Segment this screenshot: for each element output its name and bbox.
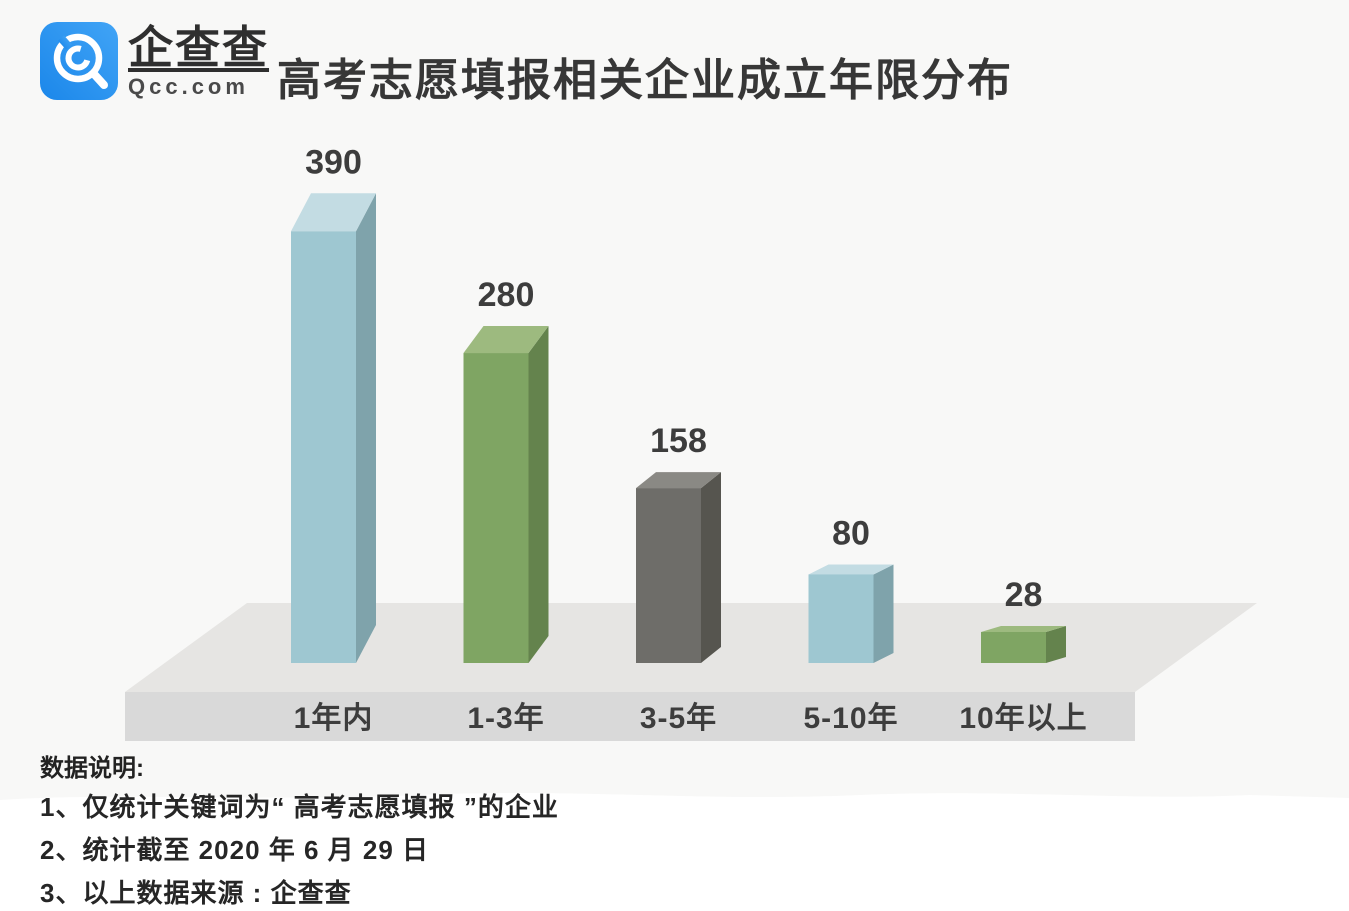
footer-notes: 数据说明: 1、仅统计关键词为“ 高考志愿填报 ”的企业 2、统计截至 2020… bbox=[40, 752, 1140, 911]
bar-category-label: 10年以上 bbox=[959, 702, 1087, 735]
brand-text: 企查查 Qcc.com bbox=[128, 24, 269, 100]
footer-note-1: 1、仅统计关键词为“ 高考志愿填报 ”的企业 bbox=[40, 792, 559, 822]
bar-top-face bbox=[291, 193, 376, 232]
bar-top-face bbox=[808, 564, 894, 575]
bar-side-face bbox=[701, 472, 721, 663]
brand-name: 企查查 bbox=[128, 22, 270, 73]
bar-top-face bbox=[463, 326, 549, 354]
bar-side-face bbox=[1046, 626, 1066, 663]
bar-category-label: 3-5年 bbox=[640, 702, 717, 735]
bar-chart: 390 1年内 280 1-3年 158 3-5年 80 5-10年 28 10年以上 bbox=[125, 143, 1257, 741]
bar-group-0: 390 bbox=[291, 143, 376, 663]
bar-top-face bbox=[636, 472, 721, 489]
footer-note-2: 2、统计截至 2020 年 6 月 29 日 bbox=[40, 835, 430, 865]
bar-category-label: 5-10年 bbox=[803, 702, 898, 735]
bar-group-1: 280 bbox=[463, 276, 549, 663]
bar-value-label: 80 bbox=[832, 514, 870, 552]
floor-front-face bbox=[125, 692, 1135, 741]
bar-front-face bbox=[291, 231, 356, 663]
bar-front-face bbox=[636, 488, 701, 663]
bar-category-label: 1-3年 bbox=[467, 702, 544, 735]
brand-domain: Qcc.com bbox=[128, 74, 249, 99]
bar-front-face bbox=[981, 632, 1046, 663]
bar-front-face bbox=[808, 574, 874, 663]
bar-value-label: 28 bbox=[1005, 576, 1043, 614]
qcc-logo-icon bbox=[40, 22, 118, 100]
bar-value-label: 390 bbox=[305, 143, 362, 181]
bar-value-label: 158 bbox=[650, 422, 707, 460]
bar-top-face bbox=[981, 626, 1066, 633]
bar-group-2: 158 bbox=[636, 422, 721, 663]
bar-side-face bbox=[528, 326, 549, 663]
bar-group-3: 80 bbox=[808, 514, 894, 663]
bar-side-face bbox=[356, 193, 376, 663]
header: 企查查 Qcc.com 高考志愿填报相关企业成立年限分布 bbox=[0, 0, 1349, 120]
bar-side-face bbox=[873, 564, 894, 663]
page-title: 高考志愿填报相关企业成立年限分布 bbox=[277, 56, 1013, 105]
bar-front-face bbox=[463, 353, 529, 663]
bar-category-label: 1年内 bbox=[294, 702, 374, 735]
bar-group-4: 28 bbox=[981, 576, 1066, 663]
torn-edge-divider bbox=[0, 792, 1349, 808]
footer-note-3: 3、以上数据来源 : 企查查 bbox=[40, 878, 352, 908]
bar-value-label: 280 bbox=[478, 276, 535, 314]
footer-heading: 数据说明: bbox=[40, 755, 144, 782]
